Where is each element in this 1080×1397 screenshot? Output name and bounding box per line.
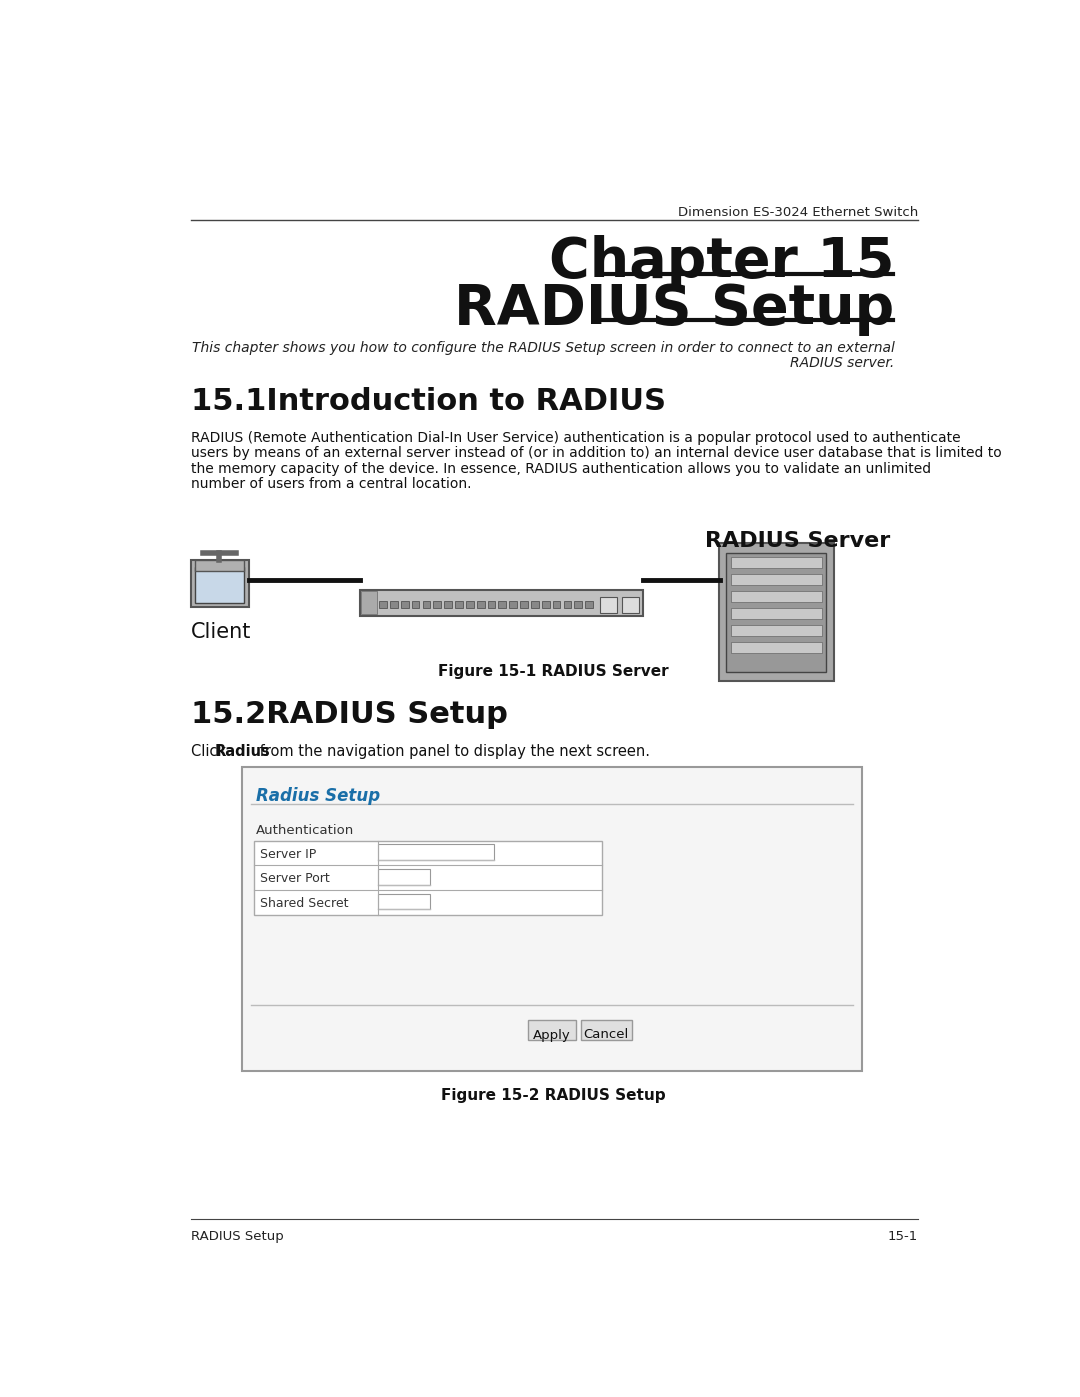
Bar bbox=[455, 601, 463, 608]
Bar bbox=[465, 601, 474, 608]
Bar bbox=[422, 601, 430, 608]
Text: number of users from a central location.: number of users from a central location. bbox=[191, 478, 471, 492]
Bar bbox=[731, 608, 822, 619]
FancyBboxPatch shape bbox=[242, 767, 862, 1071]
Text: Figure 15-1 RADIUS Server: Figure 15-1 RADIUS Server bbox=[438, 664, 669, 679]
FancyBboxPatch shape bbox=[581, 1020, 632, 1039]
Text: This chapter shows you how to configure the RADIUS Setup screen in order to conn: This chapter shows you how to configure … bbox=[191, 341, 894, 355]
Bar bbox=[731, 557, 822, 569]
Bar bbox=[622, 598, 638, 613]
Text: Radius: Radius bbox=[215, 743, 271, 759]
Bar bbox=[378, 844, 494, 861]
Bar bbox=[575, 601, 582, 608]
Bar bbox=[731, 591, 822, 602]
Bar bbox=[585, 601, 593, 608]
Text: Dimension ES-3024 Ethernet Switch: Dimension ES-3024 Ethernet Switch bbox=[677, 207, 918, 219]
Bar bbox=[731, 643, 822, 652]
Text: Server IP: Server IP bbox=[260, 848, 316, 861]
Bar bbox=[379, 601, 387, 608]
Text: Authentication: Authentication bbox=[256, 824, 354, 837]
Bar bbox=[564, 601, 571, 608]
Bar bbox=[378, 894, 430, 909]
Bar bbox=[510, 601, 517, 608]
Bar bbox=[411, 601, 419, 608]
Text: Shared Secret: Shared Secret bbox=[260, 897, 348, 909]
Bar bbox=[378, 869, 430, 884]
Bar bbox=[362, 591, 377, 615]
Text: 15.1Introduction to RADIUS: 15.1Introduction to RADIUS bbox=[191, 387, 665, 416]
Text: RADIUS Server: RADIUS Server bbox=[705, 531, 891, 550]
Bar bbox=[600, 598, 617, 613]
Bar bbox=[254, 841, 603, 915]
FancyBboxPatch shape bbox=[528, 1020, 576, 1039]
Text: Server Port: Server Port bbox=[260, 872, 329, 886]
Text: users by means of an external server instead of (or in addition to) an internal : users by means of an external server ins… bbox=[191, 447, 1001, 461]
Bar bbox=[521, 601, 528, 608]
Text: RADIUS Setup: RADIUS Setup bbox=[191, 1231, 284, 1243]
Text: RADIUS (Remote Authentication Dial-In User Service) authentication is a popular : RADIUS (Remote Authentication Dial-In Us… bbox=[191, 432, 960, 446]
Text: 15-1: 15-1 bbox=[888, 1231, 918, 1243]
Text: Figure 15-2 RADIUS Setup: Figure 15-2 RADIUS Setup bbox=[442, 1088, 665, 1102]
Bar bbox=[433, 601, 441, 608]
FancyBboxPatch shape bbox=[718, 543, 834, 682]
Bar bbox=[476, 601, 485, 608]
Bar bbox=[444, 601, 451, 608]
Text: RADIUS server.: RADIUS server. bbox=[791, 355, 894, 370]
Text: the memory capacity of the device. In essence, RADIUS authentication allows you : the memory capacity of the device. In es… bbox=[191, 462, 931, 476]
Bar bbox=[488, 601, 496, 608]
Text: from the navigation panel to display the next screen.: from the navigation panel to display the… bbox=[255, 743, 650, 759]
Text: Radius Setup: Radius Setup bbox=[256, 787, 380, 805]
Text: Client: Client bbox=[191, 622, 252, 643]
FancyBboxPatch shape bbox=[195, 560, 243, 571]
Text: Apply: Apply bbox=[534, 1028, 571, 1042]
FancyBboxPatch shape bbox=[727, 553, 826, 672]
Text: Click: Click bbox=[191, 743, 230, 759]
FancyBboxPatch shape bbox=[195, 567, 244, 602]
Text: 15.2RADIUS Setup: 15.2RADIUS Setup bbox=[191, 700, 508, 729]
Text: Cancel: Cancel bbox=[583, 1028, 629, 1042]
Bar bbox=[531, 601, 539, 608]
Bar bbox=[390, 601, 397, 608]
Bar bbox=[542, 601, 550, 608]
Bar bbox=[499, 601, 507, 608]
Bar bbox=[731, 574, 822, 585]
Text: Chapter 15: Chapter 15 bbox=[549, 236, 894, 289]
Text: RADIUS Setup: RADIUS Setup bbox=[455, 282, 894, 335]
FancyBboxPatch shape bbox=[360, 590, 643, 616]
FancyBboxPatch shape bbox=[191, 560, 248, 606]
Bar bbox=[553, 601, 561, 608]
Bar bbox=[731, 624, 822, 636]
Bar bbox=[401, 601, 408, 608]
